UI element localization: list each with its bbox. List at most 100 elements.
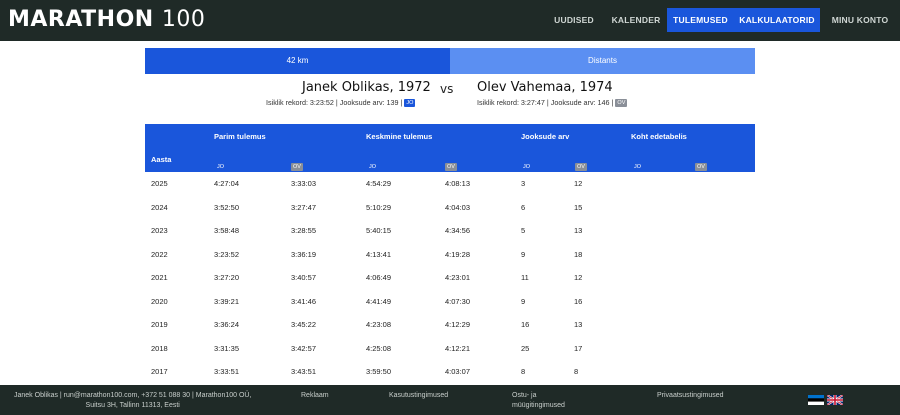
estonian-flag-icon[interactable] <box>808 395 824 405</box>
runner-a-record: Isiklik rekord: 3:23:52 <box>266 98 334 107</box>
site-logo[interactable]: MARATHON 100 <box>8 7 205 33</box>
best-ov-cell: 3:28:55 <box>291 226 317 235</box>
table-row: 2021 3:27:20 3:40:57 4:06:49 4:23:01 11 12 <box>145 266 755 290</box>
tab-distants[interactable]: Distants <box>450 48 755 74</box>
count-ov-cell: 18 <box>574 249 583 259</box>
avg-ov-cell: 4:07:30 <box>445 296 471 306</box>
table-row: 2023 3:58:48 3:28:55 5:40:15 4:34:56 5 13 <box>145 219 755 243</box>
header-best: Parim tulemus <box>214 132 266 141</box>
avg-jo-cell: 4:13:41 <box>366 249 392 259</box>
top-bar: MARATHON 100 UUDISED KALENDER TULEMUSED … <box>0 0 900 41</box>
runner-a-name[interactable]: Janek Oblikas, 1972 <box>302 80 431 95</box>
table-row: 2022 3:23:52 3:36:19 4:13:41 4:19:28 9 18 <box>145 243 755 267</box>
header-year: Aasta <box>151 155 172 164</box>
separator: | <box>400 98 403 107</box>
avg-jo-cell: 4:54:29 <box>366 179 392 188</box>
sub-jo-average: JO <box>369 164 377 170</box>
nav-kalender[interactable]: KALENDER <box>611 15 661 25</box>
table-row: 2019 3:36:24 3:45:22 4:23:08 4:12:29 16 13 <box>145 313 755 337</box>
avg-ov-cell: 4:12:21 <box>445 343 471 353</box>
best-jo-cell: 3:23:52 <box>214 249 240 259</box>
nav-minu-konto[interactable]: MINU KONTO <box>831 15 889 25</box>
logo-number: 100 <box>161 7 206 32</box>
footer-address-line2: Suitsu 3H, Tallinn 11313, Eesti <box>85 402 180 409</box>
avg-jo-cell: 4:06:49 <box>366 273 392 282</box>
best-jo-cell: 3:58:48 <box>214 226 240 235</box>
runner-b-card: Olev Vahemaa, 1974 Isiklik rekord: 3:27:… <box>477 80 628 107</box>
avg-ov-cell: 4:03:07 <box>445 367 471 376</box>
nav-uudised[interactable]: UUDISED <box>554 15 594 25</box>
footer-address: Janek Oblikas | run@marathon100.com, +37… <box>14 391 251 411</box>
footer-link-reklaam[interactable]: Reklaam <box>301 392 329 399</box>
avg-jo-cell: 4:23:08 <box>366 320 392 329</box>
year-cell: 2021 <box>151 273 168 282</box>
footer: Janek Oblikas | run@marathon100.com, +37… <box>0 385 900 415</box>
year-cell: 2025 <box>151 179 168 188</box>
count-ov-cell: 13 <box>574 226 583 235</box>
best-ov-cell: 3:45:22 <box>291 320 317 329</box>
count-ov-cell: 12 <box>574 273 583 282</box>
tab-42km[interactable]: 42 km <box>145 48 450 74</box>
count-jo-cell: 3 <box>521 179 526 188</box>
best-ov-cell: 3:42:57 <box>291 343 317 353</box>
best-ov-cell: 3:36:19 <box>291 249 317 259</box>
year-cell: 2018 <box>151 343 168 353</box>
avg-jo-cell: 3:59:50 <box>366 367 392 376</box>
best-jo-cell: 3:31:35 <box>214 343 240 353</box>
table-row: 2024 3:52:50 3:27:47 5:10:29 4:04:03 6 15 <box>145 196 755 220</box>
avg-ov-cell: 4:04:03 <box>445 202 471 212</box>
footer-link-kasutustingimused[interactable]: Kasutustingimused <box>389 392 449 399</box>
table-row: 2020 3:39:21 3:41:46 4:41:49 4:07:30 9 16 <box>145 290 755 314</box>
best-ov-cell: 3:41:46 <box>291 296 317 306</box>
count-jo-cell: 25 <box>521 343 530 353</box>
sub-jo-rank: JO <box>634 164 642 170</box>
best-jo-cell: 3:39:21 <box>214 296 240 306</box>
footer-link-ostu-muugitingimused[interactable]: Ostu- ja müügitingimused <box>512 392 565 409</box>
year-cell: 2019 <box>151 320 168 329</box>
avg-jo-cell: 5:10:29 <box>366 202 392 212</box>
nav-tulemused[interactable]: TULEMUSED <box>667 8 734 32</box>
distance-tabs: 42 km Distants <box>145 48 755 74</box>
separator: | <box>546 98 549 107</box>
count-jo-cell: 8 <box>521 367 526 376</box>
count-ov-cell: 17 <box>574 343 583 353</box>
year-cell: 2024 <box>151 202 168 212</box>
header-average: Keskmine tulemus <box>366 132 433 141</box>
avg-ov-cell: 4:08:13 <box>445 179 471 188</box>
nav-kalkulaatorid[interactable]: KALKULAATORID <box>734 8 820 32</box>
avg-ov-cell: 4:23:01 <box>445 273 471 282</box>
year-cell: 2022 <box>151 249 168 259</box>
table-row: 2017 3:33:51 3:43:51 3:59:50 4:03:07 8 8 <box>145 360 755 384</box>
best-ov-cell: 3:43:51 <box>291 367 317 376</box>
header-rank: Koht edetabelis <box>631 132 687 141</box>
runner-a-card: Janek Oblikas, 1972 Isiklik rekord: 3:23… <box>266 80 431 107</box>
sub-jo-best: JO <box>217 164 225 170</box>
sub-ov-average: OV <box>445 163 457 171</box>
logo-word: MARATHON <box>8 7 154 32</box>
separator: | <box>335 98 338 107</box>
avg-ov-cell: 4:34:56 <box>445 226 471 235</box>
uk-flag-icon[interactable] <box>827 395 843 405</box>
avg-jo-cell: 4:41:49 <box>366 296 392 306</box>
best-ov-cell: 3:33:03 <box>291 179 317 188</box>
table-header: Parim tulemus Keskmine tulemus Jooksude … <box>145 124 755 172</box>
count-ov-cell: 15 <box>574 202 583 212</box>
count-jo-cell: 5 <box>521 226 526 235</box>
separator: | <box>611 98 614 107</box>
runner-b-badge: OV <box>615 98 628 107</box>
count-jo-cell: 11 <box>521 273 529 282</box>
sub-ov-rank: OV <box>695 163 707 171</box>
count-ov-cell: 12 <box>574 179 583 188</box>
runner-b-name[interactable]: Olev Vahemaa, 1974 <box>477 80 613 95</box>
runner-a-badge: JO <box>404 98 416 107</box>
best-ov-cell: 3:27:47 <box>291 202 317 212</box>
vs-label: vs <box>440 82 454 96</box>
best-jo-cell: 3:33:51 <box>214 367 240 376</box>
best-jo-cell: 3:36:24 <box>214 320 240 329</box>
best-jo-cell: 3:27:20 <box>214 273 240 282</box>
footer-link-privaatsus[interactable]: Privaatsustingimused <box>657 392 724 399</box>
year-cell: 2023 <box>151 226 168 235</box>
best-jo-cell: 3:52:50 <box>214 202 240 212</box>
table-body: 2025 4:27:04 3:33:03 4:54:29 4:08:13 3 12 2024 3… <box>145 172 755 384</box>
runner-a-count: Jooksude arv: 139 <box>339 98 399 107</box>
